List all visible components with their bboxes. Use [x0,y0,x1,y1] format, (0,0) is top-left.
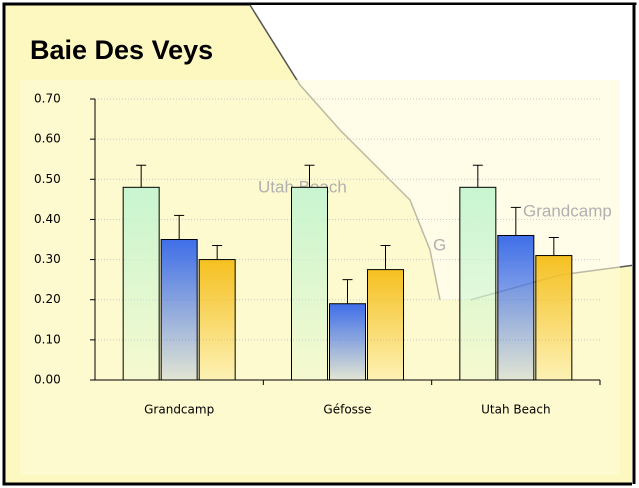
bar [497,234,535,381]
bar [367,269,404,381]
map-label: Grandcamp [523,201,612,220]
x-tick-label: Grandcamp [144,403,214,417]
bar [329,303,366,381]
bar [459,186,497,381]
bar [198,259,236,381]
plot: 0.00 0.10 0.20 0.30 0.40 0.50 0.60 0.70 Grandcam… [34,92,601,417]
y-tick-label: 0.40 [34,212,61,226]
map-label: G [433,235,446,254]
y-tick-label: 0.30 [34,252,61,266]
y-tick-label: 0.10 [34,332,61,346]
y-tick-label: 0.20 [34,292,61,306]
x-tick-label: Géfosse [323,403,371,417]
bar [291,186,328,381]
y-tick-label: 0.60 [34,132,61,146]
bar [122,186,160,381]
y-tick-label: 0.50 [34,172,61,186]
x-tick-label: Utah Beach [481,403,550,417]
y-tick-label: 0.00 [34,373,61,387]
y-tick-label: 0.70 [34,92,61,106]
bar [160,239,198,381]
chart-title: Baie Des Veys [30,35,213,65]
bar [535,255,573,381]
